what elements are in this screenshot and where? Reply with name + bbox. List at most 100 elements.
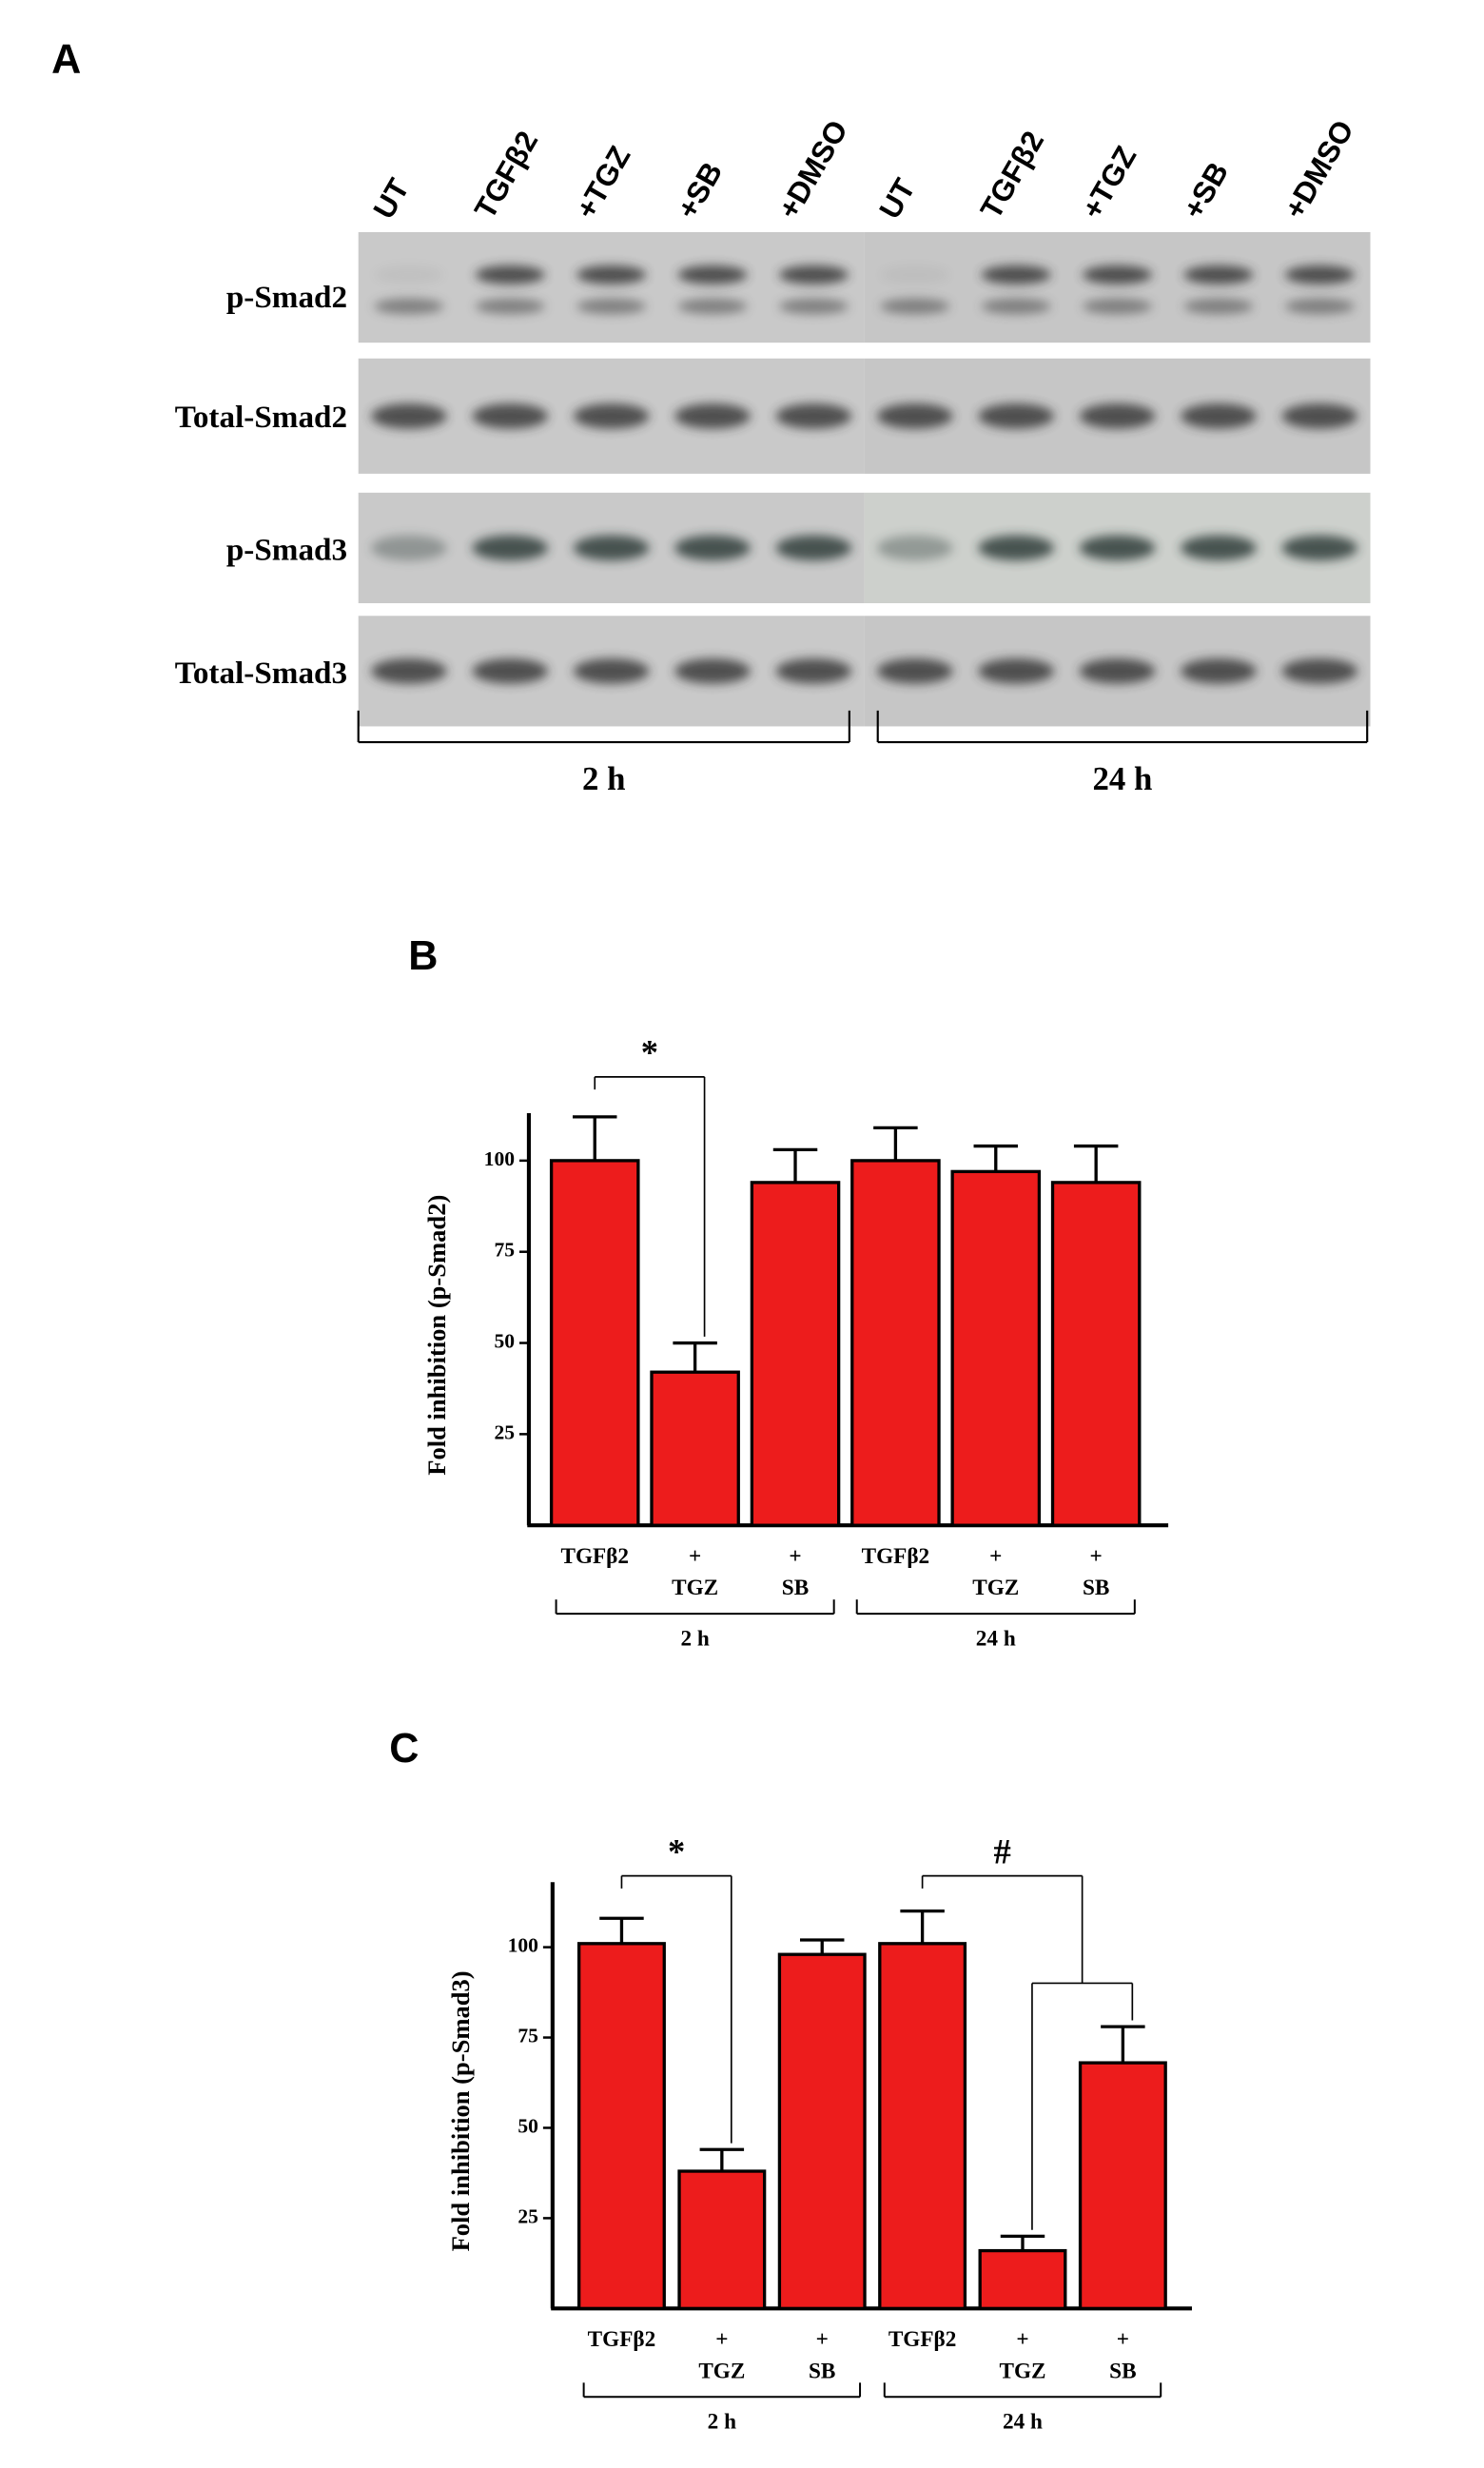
lane-label: +SB	[670, 156, 729, 225]
blot-strip	[358, 232, 865, 343]
group-label: 24 h	[1092, 760, 1152, 797]
group-label: 2 h	[680, 1626, 709, 1651]
x-tick-label: SB	[809, 2359, 835, 2383]
bar	[978, 2248, 1067, 2310]
significance-mark: *	[668, 1831, 685, 1871]
lane-label: UT	[872, 172, 922, 224]
group-label: 24 h	[1003, 2409, 1043, 2434]
band	[674, 535, 751, 561]
y-tick-label: 50	[494, 1329, 515, 1352]
band	[1181, 403, 1257, 429]
lane-label: TGFβ2	[973, 125, 1050, 224]
lane-label: +DMSO	[771, 114, 854, 225]
y-tick-label: 25	[494, 1420, 515, 1443]
band	[475, 298, 545, 315]
y-tick-label: 50	[517, 2114, 538, 2137]
significance-mark: *	[641, 1033, 658, 1072]
x-tick-label: +	[689, 1544, 701, 1569]
lane-label: +TGZ	[1075, 140, 1143, 225]
band	[1079, 535, 1156, 561]
band	[876, 658, 953, 684]
blot-strip	[864, 232, 1371, 343]
band	[1181, 658, 1257, 684]
x-tick-label: +	[816, 2327, 829, 2352]
band	[472, 658, 549, 684]
x-tick-label: TGZ	[999, 2359, 1045, 2383]
x-tick-label: +	[1016, 2327, 1028, 2352]
band	[1183, 264, 1254, 284]
bar	[878, 1942, 967, 2311]
band	[880, 264, 950, 284]
lane-label: +SB	[1176, 156, 1235, 225]
band	[1284, 264, 1355, 284]
bar	[950, 1169, 1042, 1527]
band	[1284, 298, 1355, 315]
band	[981, 298, 1051, 315]
band	[371, 658, 447, 684]
group-label: 2 h	[582, 760, 626, 797]
x-tick-label: TGFβ2	[560, 1544, 629, 1569]
x-tick-label: +	[1117, 2327, 1129, 2352]
x-tick-label: SB	[1109, 2359, 1136, 2383]
panel-label: A	[51, 36, 81, 82]
y-tick-label: 75	[494, 1239, 515, 1262]
significance-mark: #	[993, 1831, 1010, 1871]
row-label: Total-Smad2	[175, 400, 347, 435]
y-axis-label: Fold inhibition (p-Smad2)	[422, 1195, 451, 1476]
x-tick-label: +	[715, 2327, 728, 2352]
y-axis-label: Fold inhibition (p-Smad3)	[446, 1970, 475, 2251]
x-tick-label: SB	[1083, 1576, 1109, 1600]
band	[978, 658, 1055, 684]
band	[775, 658, 852, 684]
bar	[1078, 2061, 1167, 2310]
row-label: p-Smad3	[226, 533, 347, 568]
x-tick-label: TGFβ2	[888, 2327, 957, 2352]
band	[371, 535, 447, 561]
band	[674, 403, 751, 429]
y-tick-label: 100	[484, 1147, 515, 1170]
row-label: p-Smad2	[226, 280, 347, 315]
panel-label: B	[408, 933, 438, 979]
band	[576, 264, 647, 284]
band	[880, 298, 950, 315]
bar	[777, 1952, 867, 2310]
band	[1281, 403, 1358, 429]
bar	[750, 1181, 841, 1527]
band	[978, 403, 1055, 429]
band	[475, 264, 545, 284]
band	[981, 264, 1051, 284]
bar	[850, 1159, 941, 1527]
panel-label: C	[389, 1726, 419, 1772]
band	[371, 403, 447, 429]
band	[1079, 658, 1156, 684]
band	[876, 403, 953, 429]
band	[1183, 298, 1254, 315]
band	[778, 298, 849, 315]
group-label: 2 h	[708, 2409, 736, 2434]
x-tick-label: TGFβ2	[588, 2327, 656, 2352]
band	[1281, 658, 1358, 684]
bar	[650, 1370, 740, 1527]
band	[1281, 535, 1358, 561]
x-tick-label: +	[989, 1544, 1002, 1569]
band	[674, 658, 751, 684]
bar	[576, 1942, 666, 2311]
band	[775, 535, 852, 561]
lane-label: +TGZ	[569, 140, 637, 225]
band	[1083, 298, 1153, 315]
band	[374, 264, 444, 284]
row-label: Total-Smad3	[175, 656, 347, 691]
x-tick-label: SB	[782, 1576, 809, 1600]
lane-label: TGFβ2	[467, 125, 544, 224]
y-tick-label: 100	[508, 1934, 538, 1957]
band	[472, 403, 549, 429]
band	[1079, 403, 1156, 429]
x-tick-label: +	[1090, 1544, 1103, 1569]
x-tick-label: TGFβ2	[862, 1544, 930, 1569]
band	[573, 403, 650, 429]
y-tick-label: 25	[517, 2204, 538, 2227]
band	[576, 298, 647, 315]
band	[573, 658, 650, 684]
band	[978, 535, 1055, 561]
